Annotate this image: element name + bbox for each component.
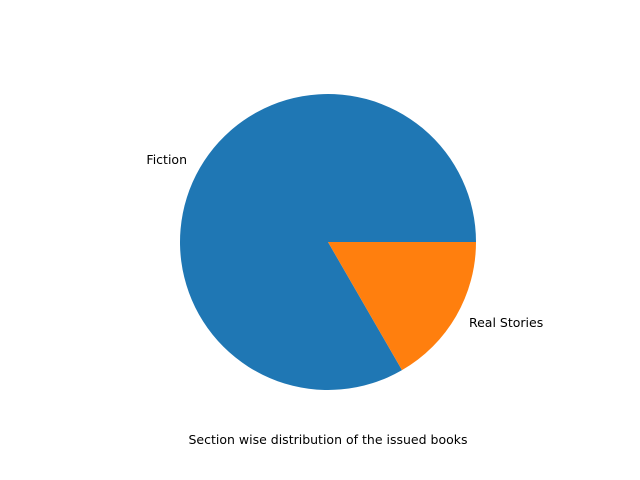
pie-slice-fiction [180, 93, 476, 390]
chart-caption: Section wise distribution of the issued … [188, 432, 467, 447]
pie-labels: Fiction Real Stories [146, 152, 543, 330]
pie-label-fiction: Fiction [146, 152, 187, 167]
pie-slice-real-stories [328, 242, 476, 371]
pie-slices [180, 93, 476, 390]
pie-label-real-stories: Real Stories [469, 315, 543, 330]
